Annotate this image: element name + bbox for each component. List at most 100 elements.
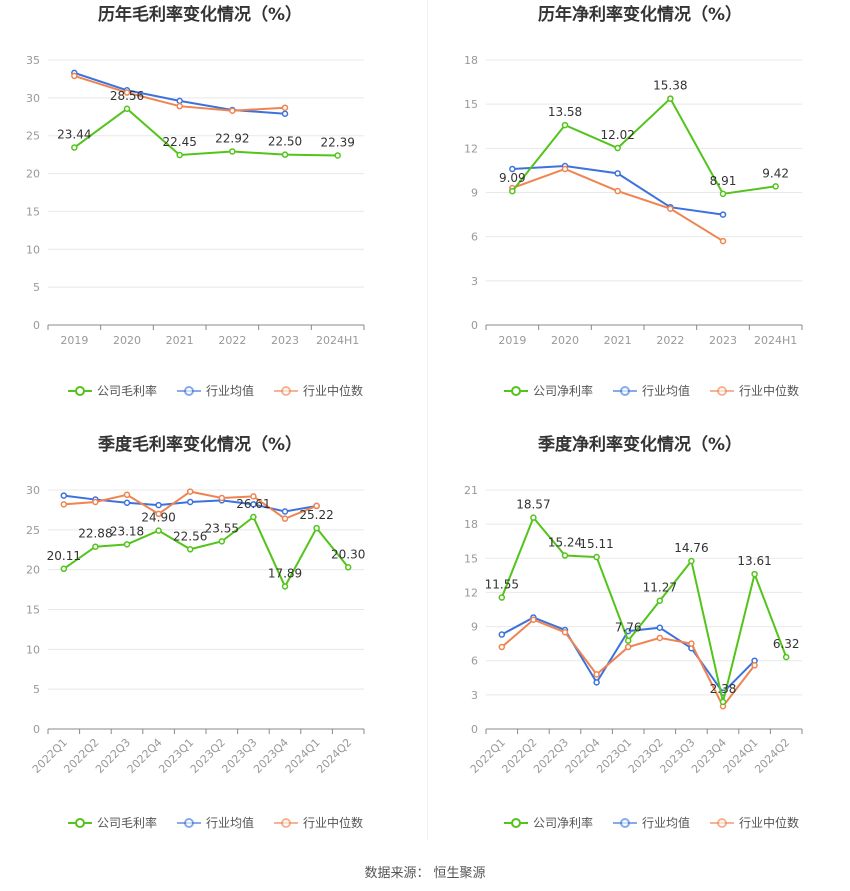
- y-tick-label: 9: [471, 187, 478, 200]
- data-point-company: [614, 144, 621, 152]
- x-tick-label: 2023: [271, 334, 299, 347]
- data-label: 22.39: [320, 135, 354, 149]
- data-point-company: [530, 514, 537, 521]
- data-label: 9.09: [499, 171, 526, 185]
- data-point-company: [186, 546, 194, 553]
- data-point-avg: [250, 501, 257, 508]
- data-point-company: [250, 513, 257, 521]
- data-label: 15.11: [579, 537, 613, 551]
- legend-item-company: 公司净利率: [504, 815, 593, 830]
- x-tick-label: 2024Q2: [752, 736, 792, 776]
- y-tick-label: 21: [464, 484, 478, 497]
- data-point-company: [688, 557, 695, 565]
- legend-marker: [184, 818, 194, 828]
- data-point-avg: [60, 492, 68, 499]
- chart-svg: 历年毛利率变化情况（%） 0 5 10 15 20 25 30 35 2019 2020 2021 20…: [26, 4, 365, 398]
- data-point-avg: [509, 165, 516, 173]
- x-tick-label: 2022: [656, 334, 684, 347]
- y-tick-label: 25: [26, 524, 40, 537]
- data-point-avg: [186, 498, 194, 506]
- x-tick-label: 2019: [498, 334, 526, 347]
- chart-svg: 历年净利率变化情况（%） 0 3 6 9 12 15 18 2019 2020 2021 2022 20…: [464, 4, 803, 398]
- data-point-median: [123, 89, 131, 96]
- data-label: 13.61: [737, 554, 771, 568]
- data-point-median: [624, 643, 632, 651]
- y-tick-label: 3: [471, 689, 478, 702]
- y-tick-label: 30: [26, 484, 40, 497]
- data-point-company: [334, 152, 341, 159]
- data-point-company: [123, 541, 131, 548]
- x-tick-label: 2021: [166, 334, 194, 347]
- x-tick-label: 2024H1: [316, 334, 359, 347]
- legend-item-avg: 行业均值: [613, 815, 690, 830]
- data-source: 数据来源： 恒生聚源: [0, 862, 850, 881]
- data-label: 11.55: [485, 578, 519, 592]
- data-label: 6.32: [773, 637, 800, 651]
- legend-marker: [717, 818, 727, 828]
- legend-item-company: 公司毛利率: [68, 383, 157, 398]
- data-point-company: [281, 583, 289, 590]
- y-tick-label: 0: [33, 723, 40, 736]
- data-point-company: [561, 121, 569, 129]
- data-point-median: [71, 72, 78, 80]
- x-tick-label: 2024H1: [754, 334, 797, 347]
- legend-marker: [184, 386, 194, 396]
- data-point-avg: [719, 211, 727, 218]
- chart-title: 历年净利率变化情况（%）: [538, 4, 742, 25]
- x-tick-label: 2023: [709, 334, 737, 347]
- y-tick-label: 5: [33, 683, 40, 696]
- legend-marker: [75, 386, 85, 396]
- legend-marker: [620, 386, 630, 396]
- data-label: 20.11: [47, 549, 81, 563]
- x-tick-label: 2019: [60, 334, 88, 347]
- data-point-median: [155, 510, 162, 518]
- data-label: 2.38: [710, 682, 737, 696]
- legend-label: 行业均值: [642, 815, 690, 830]
- y-tick-label: 12: [464, 142, 478, 155]
- data-point-median: [530, 616, 537, 623]
- y-tick-label: 15: [464, 98, 478, 111]
- chart-title: 季度净利率变化情况（%）: [538, 434, 742, 455]
- data-point-median: [614, 187, 621, 195]
- legend-marker: [75, 818, 85, 828]
- data-point-company: [593, 553, 600, 561]
- y-tick-label: 18: [464, 54, 478, 67]
- legend-marker: [620, 818, 630, 828]
- data-point-company: [498, 594, 506, 601]
- data-label: 11.27: [643, 581, 677, 595]
- data-point-median: [561, 165, 569, 173]
- y-tick-label: 0: [33, 319, 40, 332]
- x-tick-label: 2022: [218, 334, 246, 347]
- series-line-company: [500, 515, 788, 703]
- y-tick-label: 12: [464, 586, 478, 599]
- data-point-company: [176, 151, 183, 159]
- data-point-company: [561, 552, 569, 559]
- data-source-name: 恒生聚源: [433, 866, 486, 881]
- data-point-median: [92, 498, 99, 506]
- data-point-company: [782, 653, 790, 661]
- data-point-median: [60, 501, 68, 508]
- data-point-median: [656, 634, 664, 642]
- legend-label: 行业中位数: [303, 383, 363, 398]
- legend-item-company: 公司净利率: [504, 383, 593, 398]
- data-label: 23.44: [57, 128, 91, 142]
- data-label: 22.45: [162, 135, 196, 149]
- data-point-company: [281, 151, 289, 158]
- data-label: 23.18: [110, 524, 144, 538]
- y-tick-label: 10: [26, 243, 40, 256]
- data-point-company: [218, 538, 226, 545]
- data-point-company: [92, 543, 99, 550]
- data-label: 12.02: [600, 128, 634, 142]
- data-point-median: [667, 205, 674, 212]
- y-tick-label: 15: [26, 604, 40, 617]
- legend-marker: [511, 818, 521, 828]
- data-point-avg: [176, 97, 183, 105]
- data-point-avg: [656, 624, 664, 631]
- y-tick-label: 6: [471, 231, 478, 244]
- x-tick-label: 2024Q2: [314, 736, 354, 776]
- legend-label: 行业均值: [206, 383, 254, 398]
- data-point-company: [772, 183, 779, 190]
- y-tick-label: 20: [26, 168, 40, 181]
- data-point-company: [155, 527, 162, 534]
- data-point-median: [561, 629, 569, 636]
